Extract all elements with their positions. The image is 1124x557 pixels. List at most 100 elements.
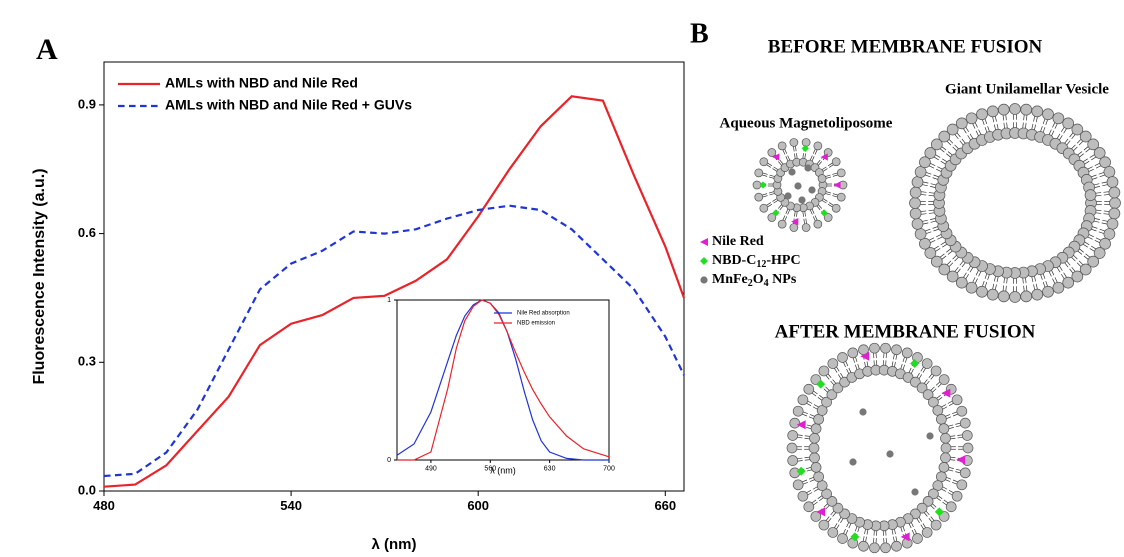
- lipid-bilayer: [786, 342, 974, 554]
- nanoparticle: [804, 164, 812, 172]
- nanoparticle: [808, 186, 816, 194]
- nbd-marker: [820, 209, 828, 217]
- lipid-head: [922, 496, 934, 507]
- lipid-head: [837, 533, 848, 544]
- nbd-marker: [801, 144, 809, 152]
- lipid-head: [767, 213, 777, 222]
- lipid-head: [938, 263, 951, 276]
- lipid-head: [818, 519, 830, 531]
- lipid-head: [924, 247, 937, 259]
- lipid-head: [914, 166, 927, 178]
- lipid-head: [940, 452, 951, 464]
- lipid-head: [1071, 123, 1084, 136]
- lipid-head: [951, 394, 963, 406]
- lipid-head: [914, 228, 927, 240]
- lipid-head: [959, 467, 971, 479]
- legend-label: Nile Red absorption: [517, 311, 570, 317]
- lipid-head: [754, 192, 764, 202]
- lipid-head: [986, 105, 999, 118]
- series-line: [103, 204, 685, 478]
- nile-red-marker: [941, 388, 951, 398]
- lipid-head: [1099, 237, 1111, 250]
- lipid-head: [789, 417, 801, 429]
- lipid-head: [832, 502, 844, 514]
- y-tick-label: 0.0: [78, 482, 96, 497]
- lipid-head: [831, 203, 841, 213]
- lipid-head: [880, 342, 891, 354]
- lipid-head: [754, 168, 764, 178]
- lipid-head: [880, 542, 891, 554]
- nile-red-marker: [796, 420, 806, 430]
- lipid-bilayer: [909, 103, 1121, 303]
- lipid-head: [1042, 108, 1054, 121]
- lipid-head: [1109, 197, 1121, 209]
- lipid-head: [809, 432, 820, 444]
- vesicle-label: Giant Unilamellar Vesicle: [945, 81, 1109, 97]
- lipid-head: [976, 108, 988, 121]
- lipid-head: [909, 207, 922, 220]
- panel-label: B: [690, 18, 709, 49]
- diagram-title: AFTER MEMBRANE FUSION: [775, 321, 1036, 342]
- lipid-head: [909, 197, 921, 209]
- x-tick-label: 700: [603, 465, 615, 472]
- lipid-head: [792, 479, 804, 491]
- nile-red-marker: [956, 455, 966, 465]
- lipid-head: [932, 405, 944, 416]
- nile-red-marker: [900, 532, 910, 542]
- lipid-head: [946, 270, 959, 283]
- lipid-head: [936, 471, 947, 483]
- x-axis-label: λ (nm): [372, 536, 417, 553]
- lipid-head: [940, 432, 951, 444]
- lipid-head: [777, 219, 787, 229]
- nanoparticle: [911, 488, 919, 496]
- nbd-marker: [700, 257, 708, 265]
- lipid-head: [962, 442, 974, 454]
- lipid-head: [901, 347, 913, 359]
- x-tick-label: 660: [654, 498, 676, 513]
- lipid-head: [789, 467, 801, 479]
- lipid-head: [891, 540, 902, 552]
- lipid-head: [1062, 276, 1075, 289]
- lipid-head: [792, 405, 804, 417]
- nbd-marker: [934, 507, 944, 517]
- lipid-head: [936, 413, 947, 425]
- lipid-head: [965, 112, 978, 125]
- lipid-head: [789, 223, 799, 232]
- y-tick-label: 0: [387, 457, 391, 464]
- lipid-head: [821, 488, 832, 500]
- nanoparticle: [794, 182, 802, 190]
- lipid-head: [921, 358, 933, 369]
- lipid-bilayer: [752, 138, 848, 232]
- nbd-marker: [772, 209, 780, 217]
- legend-label: AMLs with NBD and Nile Red + GUVs: [165, 97, 412, 113]
- y-tick-label: 0.3: [78, 354, 96, 369]
- nile-red-marker: [700, 238, 708, 246]
- lipid-head: [1009, 103, 1021, 115]
- lipid-head: [803, 383, 815, 395]
- lipid-head: [916, 382, 928, 394]
- nile-red-marker: [816, 507, 826, 517]
- lipid-head: [928, 488, 939, 500]
- nanoparticle: [798, 196, 806, 204]
- lipid-head: [818, 365, 830, 377]
- lipid-head: [1042, 285, 1054, 298]
- lipid-head: [1087, 255, 1100, 268]
- lipid-head: [1020, 290, 1033, 303]
- lipid-head: [997, 103, 1010, 116]
- lipid-head: [919, 156, 931, 169]
- lipid-head: [938, 423, 950, 434]
- nanoparticle: [886, 450, 894, 458]
- legend-text: 4: [764, 278, 769, 289]
- legend-label: AMLs with NBD and Nile Red: [165, 75, 358, 91]
- x-tick-label: 600: [467, 498, 489, 513]
- x-tick-label: 560: [484, 465, 496, 472]
- nbd-marker: [796, 466, 806, 476]
- x-tick-label: 490: [425, 465, 437, 472]
- nanoparticle: [784, 192, 792, 200]
- legend-text: NBD-C: [712, 253, 756, 268]
- lipid-head: [921, 527, 933, 538]
- lipid-head: [759, 203, 769, 213]
- lipid-head: [836, 168, 846, 178]
- lipid-head: [1087, 138, 1100, 151]
- panel-label: A: [36, 33, 58, 66]
